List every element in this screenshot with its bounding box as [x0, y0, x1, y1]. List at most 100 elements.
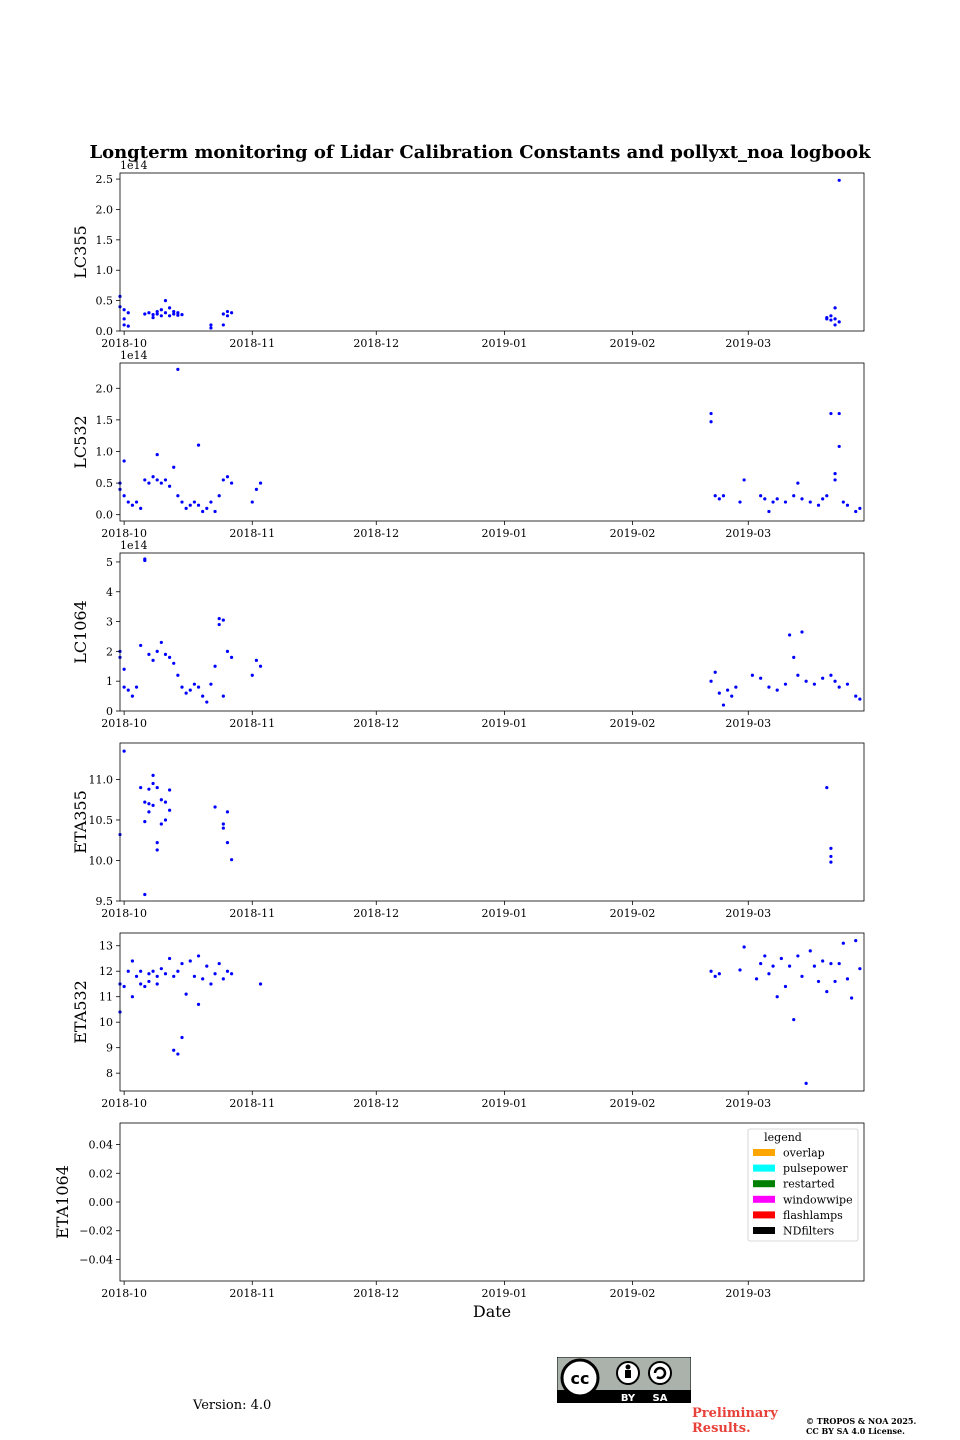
- data-point: [180, 685, 184, 689]
- data-point: [122, 317, 126, 321]
- data-point: [812, 682, 817, 686]
- data-point: [151, 316, 155, 320]
- data-point: [825, 317, 829, 321]
- data-point: [159, 798, 163, 802]
- y-tick-label: −0.04: [79, 1253, 113, 1266]
- data-point: [845, 503, 850, 507]
- x-tick-label: 2019-03: [725, 337, 771, 350]
- data-point: [258, 982, 263, 986]
- data-point: [180, 1035, 184, 1040]
- y-multiplier: 1e14: [120, 539, 148, 552]
- data-point: [709, 420, 713, 424]
- axes-frame: [119, 932, 865, 1092]
- y-axis-label: LC532: [71, 415, 90, 468]
- data-point: [163, 299, 168, 303]
- data-point: [796, 673, 800, 677]
- data-point: [172, 661, 176, 665]
- x-tick-label: 2019-03: [725, 907, 771, 920]
- x-tick-label: 2019-02: [610, 907, 656, 920]
- data-point: [829, 961, 833, 966]
- data-point: [221, 977, 225, 981]
- x-tick-label: 2018-10: [101, 717, 147, 730]
- y-tick-label: 2: [106, 645, 113, 658]
- data-point: [134, 500, 139, 504]
- y-tick-label: 1.5: [96, 234, 114, 247]
- data-point: [230, 972, 234, 976]
- data-point: [788, 633, 792, 637]
- data-point: [230, 858, 234, 862]
- data-point: [205, 506, 209, 510]
- data-point: [130, 503, 134, 507]
- data-point: [126, 311, 130, 315]
- cc-by-sa-badge: cc BY SA: [557, 1357, 691, 1403]
- x-tick-label: 2019-01: [482, 337, 528, 350]
- data-point: [159, 822, 163, 826]
- data-point: [775, 497, 779, 501]
- y-tick-label: −0.02: [79, 1225, 113, 1238]
- legend-entry: overlap: [783, 1147, 825, 1160]
- data-point: [209, 982, 213, 986]
- x-tick-label: 2019-02: [610, 1287, 656, 1300]
- data-point: [833, 478, 837, 482]
- data-point: [845, 977, 850, 981]
- data-point: [775, 688, 779, 692]
- data-point: [134, 974, 139, 978]
- data-point: [767, 972, 771, 976]
- data-point: [825, 990, 829, 994]
- x-tick-label: 2018-12: [353, 1287, 399, 1300]
- data-point: [196, 503, 201, 507]
- data-point: [184, 506, 188, 510]
- legend-entry: NDfilters: [783, 1225, 834, 1238]
- data-point: [845, 682, 850, 686]
- data-point: [754, 977, 759, 981]
- data-point: [122, 323, 126, 327]
- data-point: [217, 622, 221, 627]
- data-point: [196, 1002, 201, 1006]
- x-tick-label: 2018-10: [101, 1287, 147, 1300]
- legend-swatch: [753, 1195, 775, 1203]
- svg-text:cc: cc: [571, 1369, 590, 1388]
- data-point: [176, 673, 180, 677]
- data-point: [829, 673, 833, 677]
- data-point: [192, 682, 196, 686]
- data-point: [221, 826, 225, 830]
- data-point: [205, 700, 209, 704]
- data-point: [783, 682, 788, 686]
- data-point: [209, 682, 213, 686]
- data-point: [821, 497, 825, 501]
- data-point: [147, 979, 151, 984]
- data-point: [184, 992, 188, 996]
- data-point: [168, 808, 172, 812]
- y-tick-label: 9.5: [96, 895, 114, 908]
- legend-entry: flashlamps: [783, 1209, 843, 1222]
- data-point: [796, 481, 800, 485]
- y-tick-label: 5: [106, 556, 113, 569]
- x-tick-label: 2018-11: [229, 1097, 275, 1110]
- y-tick-label: 10: [99, 1016, 113, 1029]
- data-point: [151, 773, 155, 778]
- y-tick-label: 2.5: [96, 173, 114, 186]
- y-tick-label: 11.0: [89, 773, 114, 786]
- data-point: [143, 558, 147, 563]
- data-point: [854, 939, 858, 943]
- data-point: [717, 691, 721, 695]
- data-point: [147, 787, 151, 791]
- y-tick-label: 0: [106, 705, 113, 718]
- data-point: [730, 694, 734, 698]
- data-point: [143, 984, 147, 989]
- data-point: [825, 785, 829, 790]
- axes-frame: [119, 552, 865, 712]
- y-tick-label: 0.04: [89, 1139, 114, 1152]
- data-point: [837, 178, 841, 182]
- data-point: [841, 500, 845, 504]
- data-point: [151, 803, 155, 807]
- y-tick-label: 0.0: [96, 509, 114, 522]
- x-tick-label: 2019-01: [482, 1287, 528, 1300]
- y-tick-label: 0.02: [89, 1167, 114, 1180]
- data-point: [717, 972, 721, 976]
- data-point: [759, 961, 763, 966]
- y-tick-label: 2.0: [96, 203, 114, 216]
- data-point: [225, 314, 230, 318]
- y-tick-label: 0.00: [89, 1196, 114, 1209]
